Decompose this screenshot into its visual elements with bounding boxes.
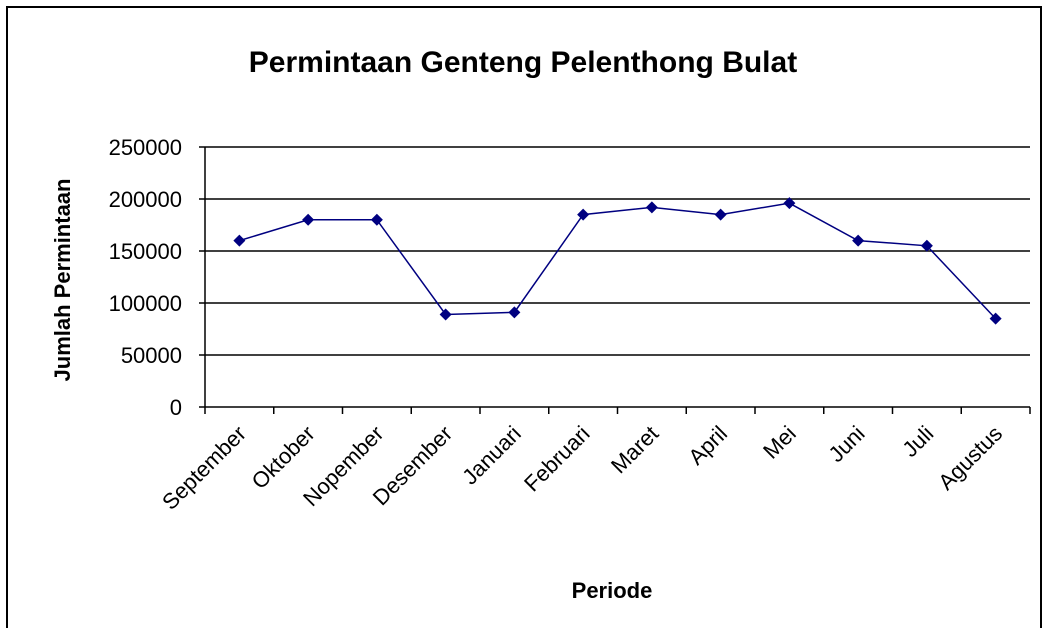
y-tick-label: 150000 [109,239,182,264]
marker [783,197,796,210]
marker [989,312,1002,325]
marker [233,234,246,247]
marker [439,308,452,321]
chart-frame [6,6,1042,628]
x-tick-label: September [157,421,251,515]
x-tick-label: Juli [897,421,938,462]
x-tick-label: Januari [457,421,526,490]
x-tick-label: Mei [758,421,801,464]
x-axis-title: Periode [572,578,653,603]
chart-title: Permintaan Genteng Pelenthong Bulat [249,46,797,79]
x-tick-label: Maret [606,421,663,478]
marker [852,234,865,247]
y-tick-label: 250000 [109,135,182,160]
x-tick-label: Februari [519,421,595,497]
marker [370,213,383,226]
y-axis-title: Jumlah Permintaan [50,179,75,382]
line [239,202,997,320]
y-tick-label: 50000 [121,343,182,368]
marker [577,208,590,221]
y-tick-label: 100000 [109,291,182,316]
x-tick-label: Juni [823,421,869,467]
y-tick-label: 0 [170,395,182,420]
marker [508,306,521,319]
marker [714,208,727,221]
y-tick-label: 200000 [109,187,182,212]
marker [920,239,933,252]
x-tick-label: Agustus [933,421,1007,495]
x-tick-label: April [683,421,732,470]
marker [302,213,315,226]
marker [645,201,658,214]
